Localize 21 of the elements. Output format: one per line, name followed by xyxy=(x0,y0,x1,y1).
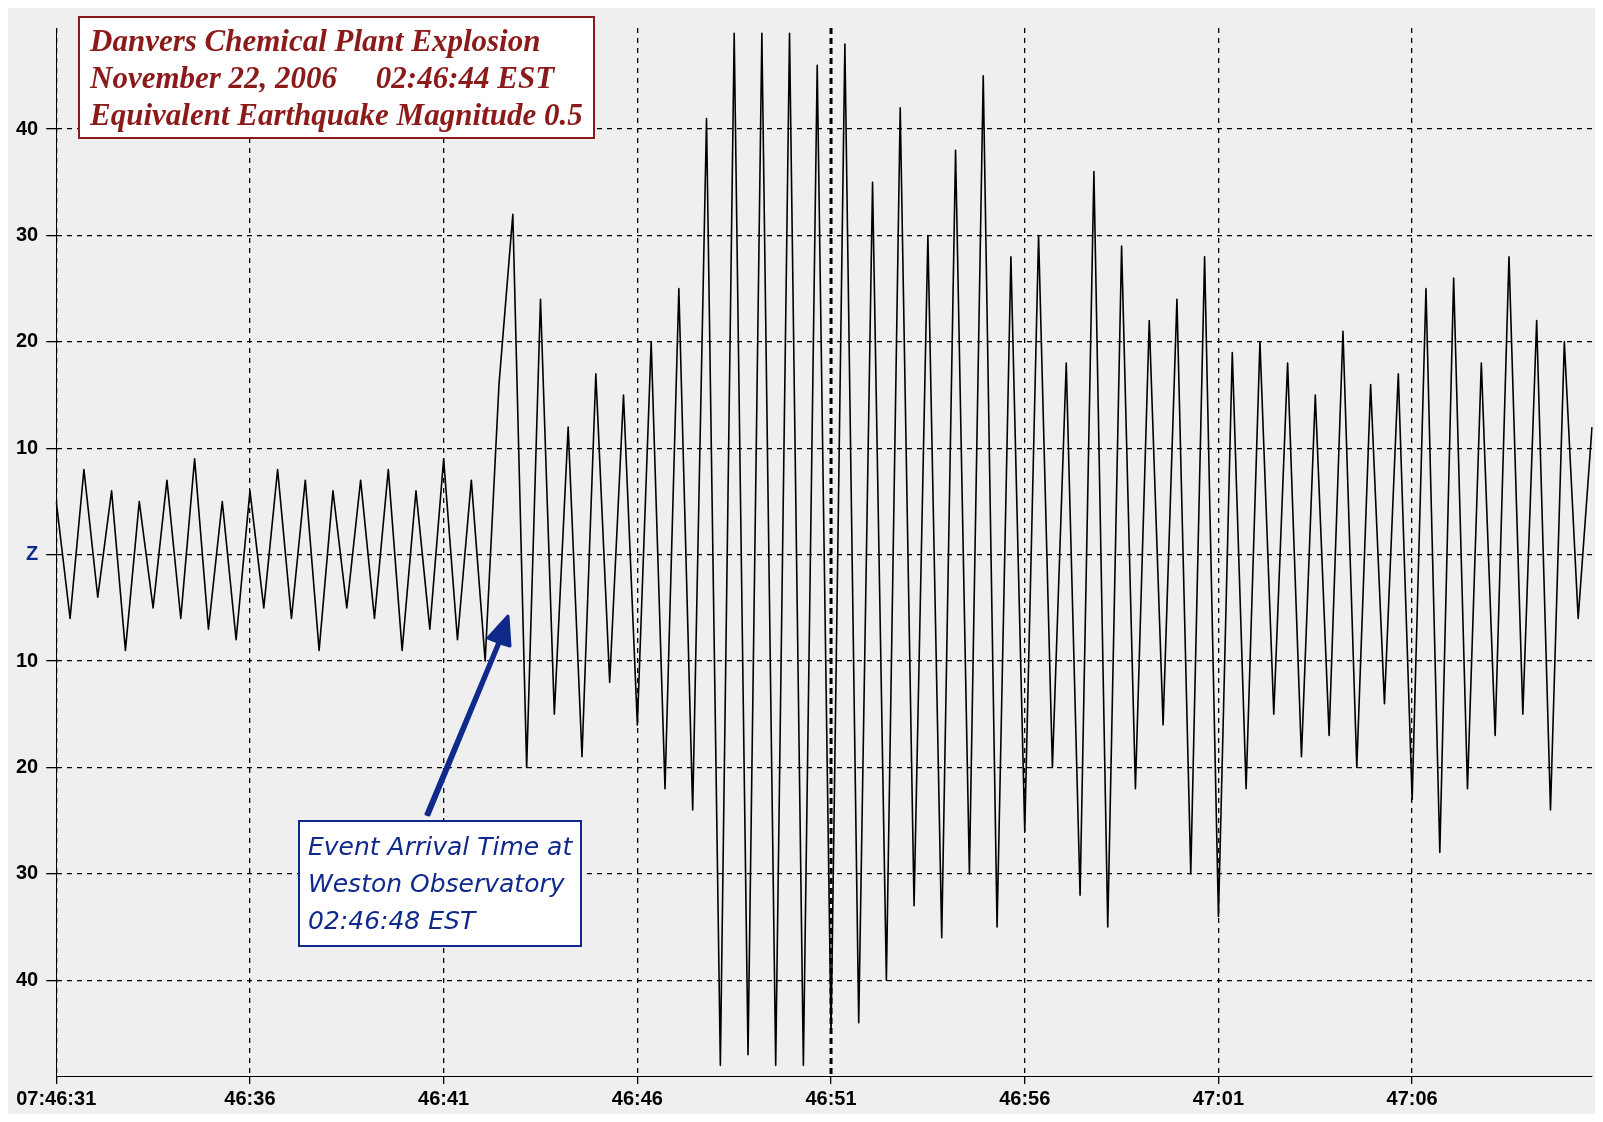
x-tick-label: 46:41 xyxy=(418,1086,470,1109)
y-tick-label: 30 xyxy=(16,222,39,245)
text: November 22, 2006 02:46:44 EST xyxy=(90,59,556,96)
y-tick-label: 10 xyxy=(16,648,39,671)
y-tick-label: 10 xyxy=(16,435,39,458)
y-tick-label: 40 xyxy=(16,116,39,139)
chart-title: Danvers Chemical Plant Explosion xyxy=(90,22,542,59)
x-tick-label: 46:36 xyxy=(224,1086,276,1109)
annotation: Equivalent Earthquake Magnitude 0.5 xyxy=(90,96,583,133)
x-tick-label: 46:46 xyxy=(611,1086,663,1109)
x-tick-label: 47:06 xyxy=(1386,1086,1438,1109)
y-tick-label: 20 xyxy=(16,754,39,777)
x-tick-label: 47:01 xyxy=(1192,1086,1245,1109)
y-tick-label: Z xyxy=(26,542,39,565)
x-tick-label: 46:56 xyxy=(999,1086,1051,1109)
y-tick-label: 20 xyxy=(16,329,39,352)
y-tick-label: 40 xyxy=(16,967,39,990)
x-tick-label: 46:51 xyxy=(805,1086,857,1109)
annotation: Event Arrival Time at Weston Observatory 02:46:48 EST xyxy=(298,820,583,947)
x-tick-label: 07:46:31 xyxy=(16,1086,97,1109)
y-tick-label: 30 xyxy=(16,861,39,884)
